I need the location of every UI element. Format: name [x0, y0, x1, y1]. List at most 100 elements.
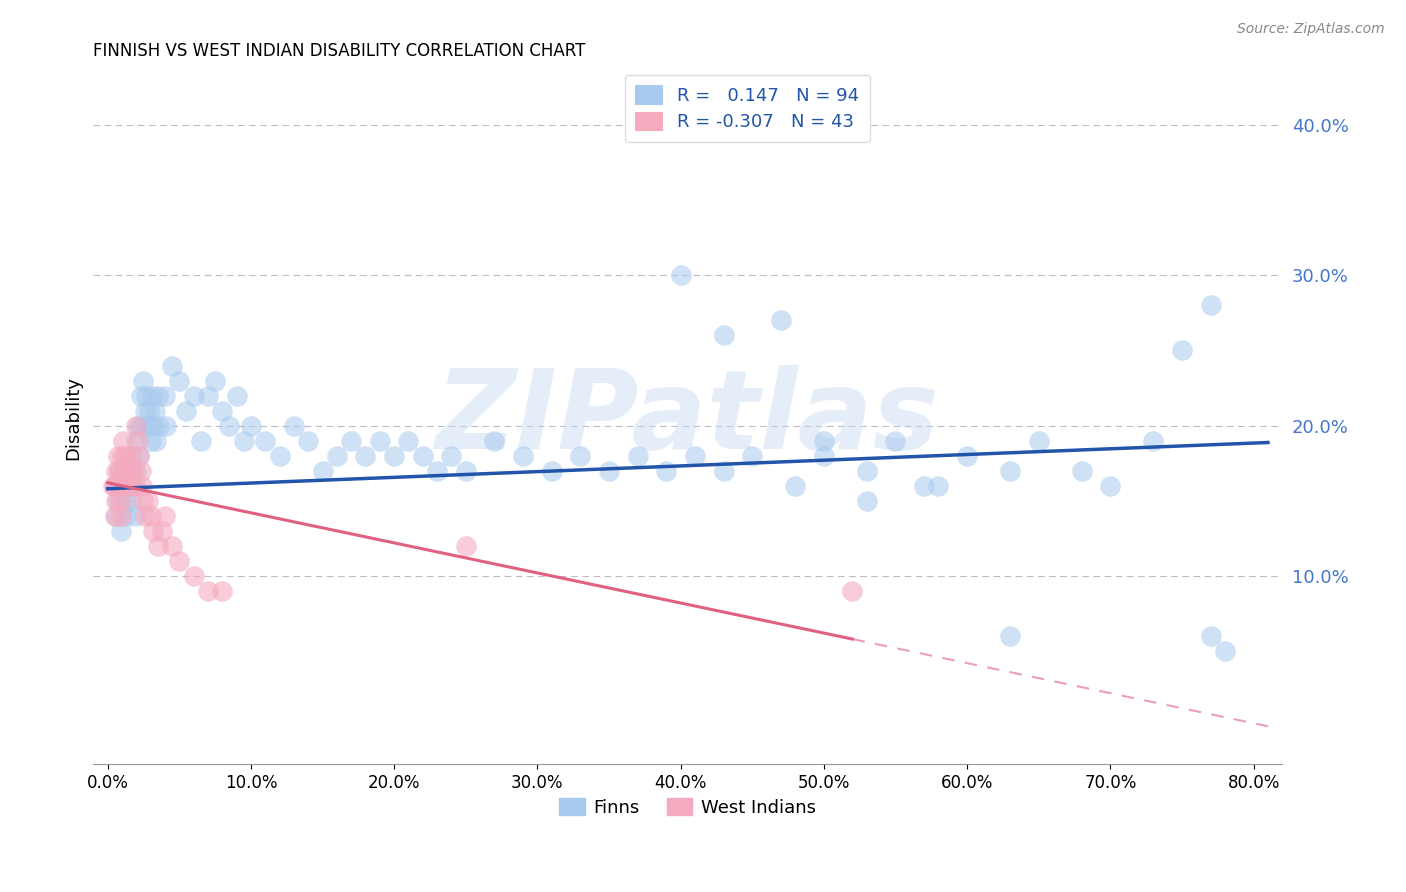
Point — [131, 418, 153, 433]
Point — [627, 449, 650, 463]
Point — [108, 479, 131, 493]
Point — [120, 464, 142, 478]
Point — [110, 524, 132, 538]
Point — [117, 479, 139, 493]
Y-axis label: Disability: Disability — [65, 376, 82, 460]
Point — [135, 388, 157, 402]
Point — [121, 479, 143, 493]
Point — [998, 464, 1021, 478]
Point — [111, 449, 134, 463]
Point — [125, 434, 148, 448]
Point — [111, 479, 134, 493]
Point — [1142, 434, 1164, 448]
Point — [311, 464, 333, 478]
Point — [1199, 298, 1222, 312]
Point — [454, 464, 477, 478]
Point — [540, 464, 562, 478]
Point — [769, 313, 792, 327]
Point — [112, 434, 135, 448]
Point — [111, 479, 134, 493]
Point — [713, 328, 735, 343]
Point — [440, 449, 463, 463]
Point — [197, 584, 219, 599]
Point — [118, 449, 141, 463]
Point — [142, 524, 165, 538]
Point — [155, 418, 177, 433]
Point — [104, 508, 127, 523]
Point — [110, 493, 132, 508]
Point — [153, 388, 176, 402]
Point — [785, 479, 807, 493]
Point — [856, 464, 879, 478]
Point — [108, 464, 131, 478]
Point — [125, 464, 148, 478]
Point — [1199, 629, 1222, 643]
Point — [169, 374, 191, 388]
Point — [218, 418, 240, 433]
Point — [128, 449, 150, 463]
Point — [122, 479, 145, 493]
Point — [741, 449, 763, 463]
Point — [105, 493, 128, 508]
Point — [340, 434, 363, 448]
Point — [153, 508, 176, 523]
Point — [813, 449, 835, 463]
Point — [183, 569, 205, 583]
Point — [139, 434, 162, 448]
Point — [239, 418, 262, 433]
Point — [139, 508, 162, 523]
Point — [813, 434, 835, 448]
Point — [132, 374, 155, 388]
Point — [146, 539, 169, 553]
Point — [232, 434, 254, 448]
Point — [107, 479, 129, 493]
Text: Source: ZipAtlas.com: Source: ZipAtlas.com — [1237, 22, 1385, 37]
Point — [136, 493, 159, 508]
Point — [142, 418, 165, 433]
Point — [368, 434, 391, 448]
Point — [204, 374, 226, 388]
Point — [1213, 644, 1236, 658]
Point — [134, 508, 156, 523]
Point — [134, 403, 156, 417]
Point — [326, 449, 349, 463]
Point — [484, 434, 506, 448]
Legend: Finns, West Indians: Finns, West Indians — [553, 791, 824, 824]
Point — [856, 493, 879, 508]
Point — [146, 388, 169, 402]
Point — [1070, 464, 1092, 478]
Point — [124, 479, 146, 493]
Point — [138, 403, 160, 417]
Point — [927, 479, 949, 493]
Point — [127, 418, 149, 433]
Point — [127, 434, 149, 448]
Point — [131, 479, 153, 493]
Point — [998, 629, 1021, 643]
Point — [108, 464, 131, 478]
Point — [128, 449, 150, 463]
Point — [118, 464, 141, 478]
Point — [129, 388, 152, 402]
Point — [107, 449, 129, 463]
Point — [669, 268, 692, 283]
Point — [169, 554, 191, 568]
Point — [713, 464, 735, 478]
Point — [120, 493, 142, 508]
Point — [176, 403, 198, 417]
Point — [211, 403, 233, 417]
Point — [454, 539, 477, 553]
Point — [107, 493, 129, 508]
Point — [122, 464, 145, 478]
Point — [105, 464, 128, 478]
Point — [129, 464, 152, 478]
Point — [197, 388, 219, 402]
Point — [112, 464, 135, 478]
Point — [912, 479, 935, 493]
Point — [115, 508, 138, 523]
Point — [398, 434, 420, 448]
Point — [283, 418, 305, 433]
Point — [121, 449, 143, 463]
Point — [683, 449, 706, 463]
Point — [297, 434, 319, 448]
Point — [145, 434, 167, 448]
